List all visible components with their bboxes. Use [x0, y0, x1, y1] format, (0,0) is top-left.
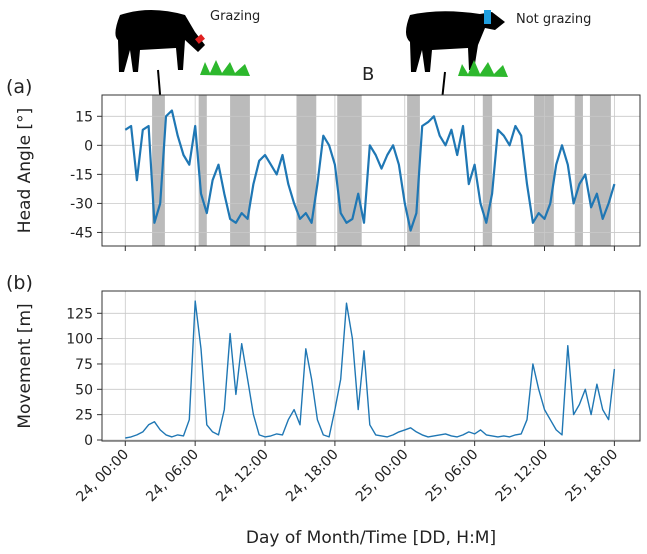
y-tick-label: 75	[75, 357, 93, 373]
grazing-span	[230, 95, 250, 246]
grazing-span	[152, 95, 165, 246]
y-tick-label: 100	[66, 332, 93, 348]
annotation: Grazing	[210, 9, 260, 24]
panel-label: (b)	[6, 272, 33, 294]
y-tick-label: 15	[75, 109, 93, 125]
x-tick-label: 24, 06:00	[143, 447, 202, 506]
x-axis-label: Day of Month/Time [DD, H:M]	[246, 528, 496, 548]
cow-not-grazing-icon	[406, 10, 508, 77]
grazing-span	[589, 95, 611, 246]
x-tick-label: 25, 06:00	[423, 447, 482, 506]
plot-frame	[101, 94, 641, 247]
grazing-span	[198, 95, 207, 246]
y-tick-label: -15	[70, 167, 93, 183]
plot-frame	[101, 290, 641, 442]
y-tick-label: 25	[75, 408, 93, 424]
y-tick-label: -30	[70, 196, 93, 212]
grazing-span	[296, 95, 317, 246]
grazing-span	[337, 95, 362, 246]
y-tick-label: 0	[84, 433, 93, 449]
x-tick-label: 25, 18:00	[562, 447, 621, 506]
panel-label: (a)	[6, 76, 32, 98]
y-tick-label: -45	[70, 225, 93, 241]
grazing-span	[534, 95, 554, 246]
y-axis-label: Head Angle [°]	[15, 108, 35, 233]
x-tick-label: 24, 18:00	[283, 447, 342, 506]
grazing-span	[574, 95, 583, 246]
x-tick-label: 24, 00:00	[73, 447, 132, 506]
y-tick-label: 125	[66, 306, 93, 322]
x-tick-label: 25, 12:00	[493, 447, 552, 506]
y-axis-label: Movement [m]	[15, 303, 35, 428]
plot-area	[102, 95, 640, 246]
x-tick-label: 25, 00:00	[353, 447, 412, 506]
grazing-span	[482, 95, 493, 246]
cow-grazing-icon	[115, 10, 250, 76]
y-tick-label: 0	[84, 138, 93, 154]
annotation: B	[362, 64, 374, 85]
x-tick-label: 24, 12:00	[213, 447, 272, 506]
data-line	[125, 300, 616, 439]
y-tick-label: 50	[75, 382, 93, 398]
annotation: Not grazing	[516, 12, 591, 27]
data-line	[124, 109, 616, 232]
